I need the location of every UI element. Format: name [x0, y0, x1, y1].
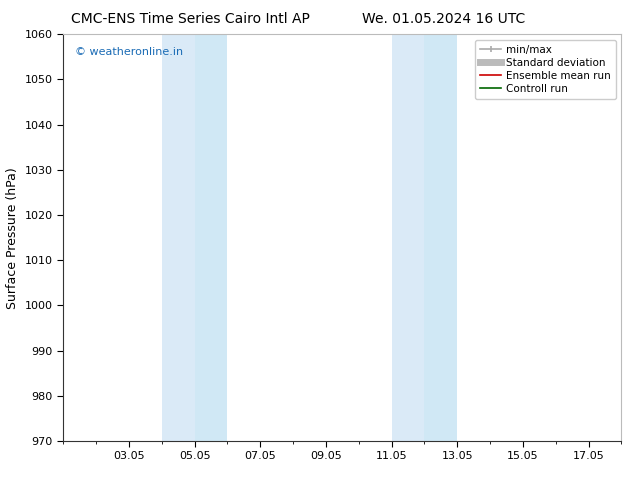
Bar	[162, 34, 195, 441]
Text: We. 01.05.2024 16 UTC: We. 01.05.2024 16 UTC	[362, 12, 526, 26]
Y-axis label: Surface Pressure (hPa): Surface Pressure (hPa)	[6, 167, 19, 309]
Bar	[195, 34, 228, 441]
Text: © weatheronline.in: © weatheronline.in	[75, 47, 183, 56]
Bar	[392, 34, 424, 441]
Text: CMC-ENS Time Series Cairo Intl AP: CMC-ENS Time Series Cairo Intl AP	[71, 12, 309, 26]
Legend: min/max, Standard deviation, Ensemble mean run, Controll run: min/max, Standard deviation, Ensemble me…	[475, 40, 616, 99]
Bar	[424, 34, 457, 441]
